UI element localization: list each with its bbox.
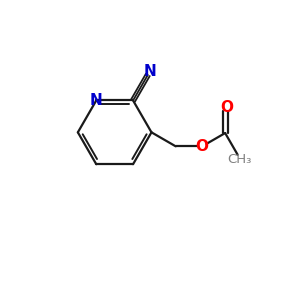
Text: O: O [196, 139, 209, 154]
Text: CH₃: CH₃ [227, 153, 252, 166]
Text: N: N [90, 93, 103, 108]
Text: O: O [220, 100, 233, 115]
Text: N: N [143, 64, 156, 79]
